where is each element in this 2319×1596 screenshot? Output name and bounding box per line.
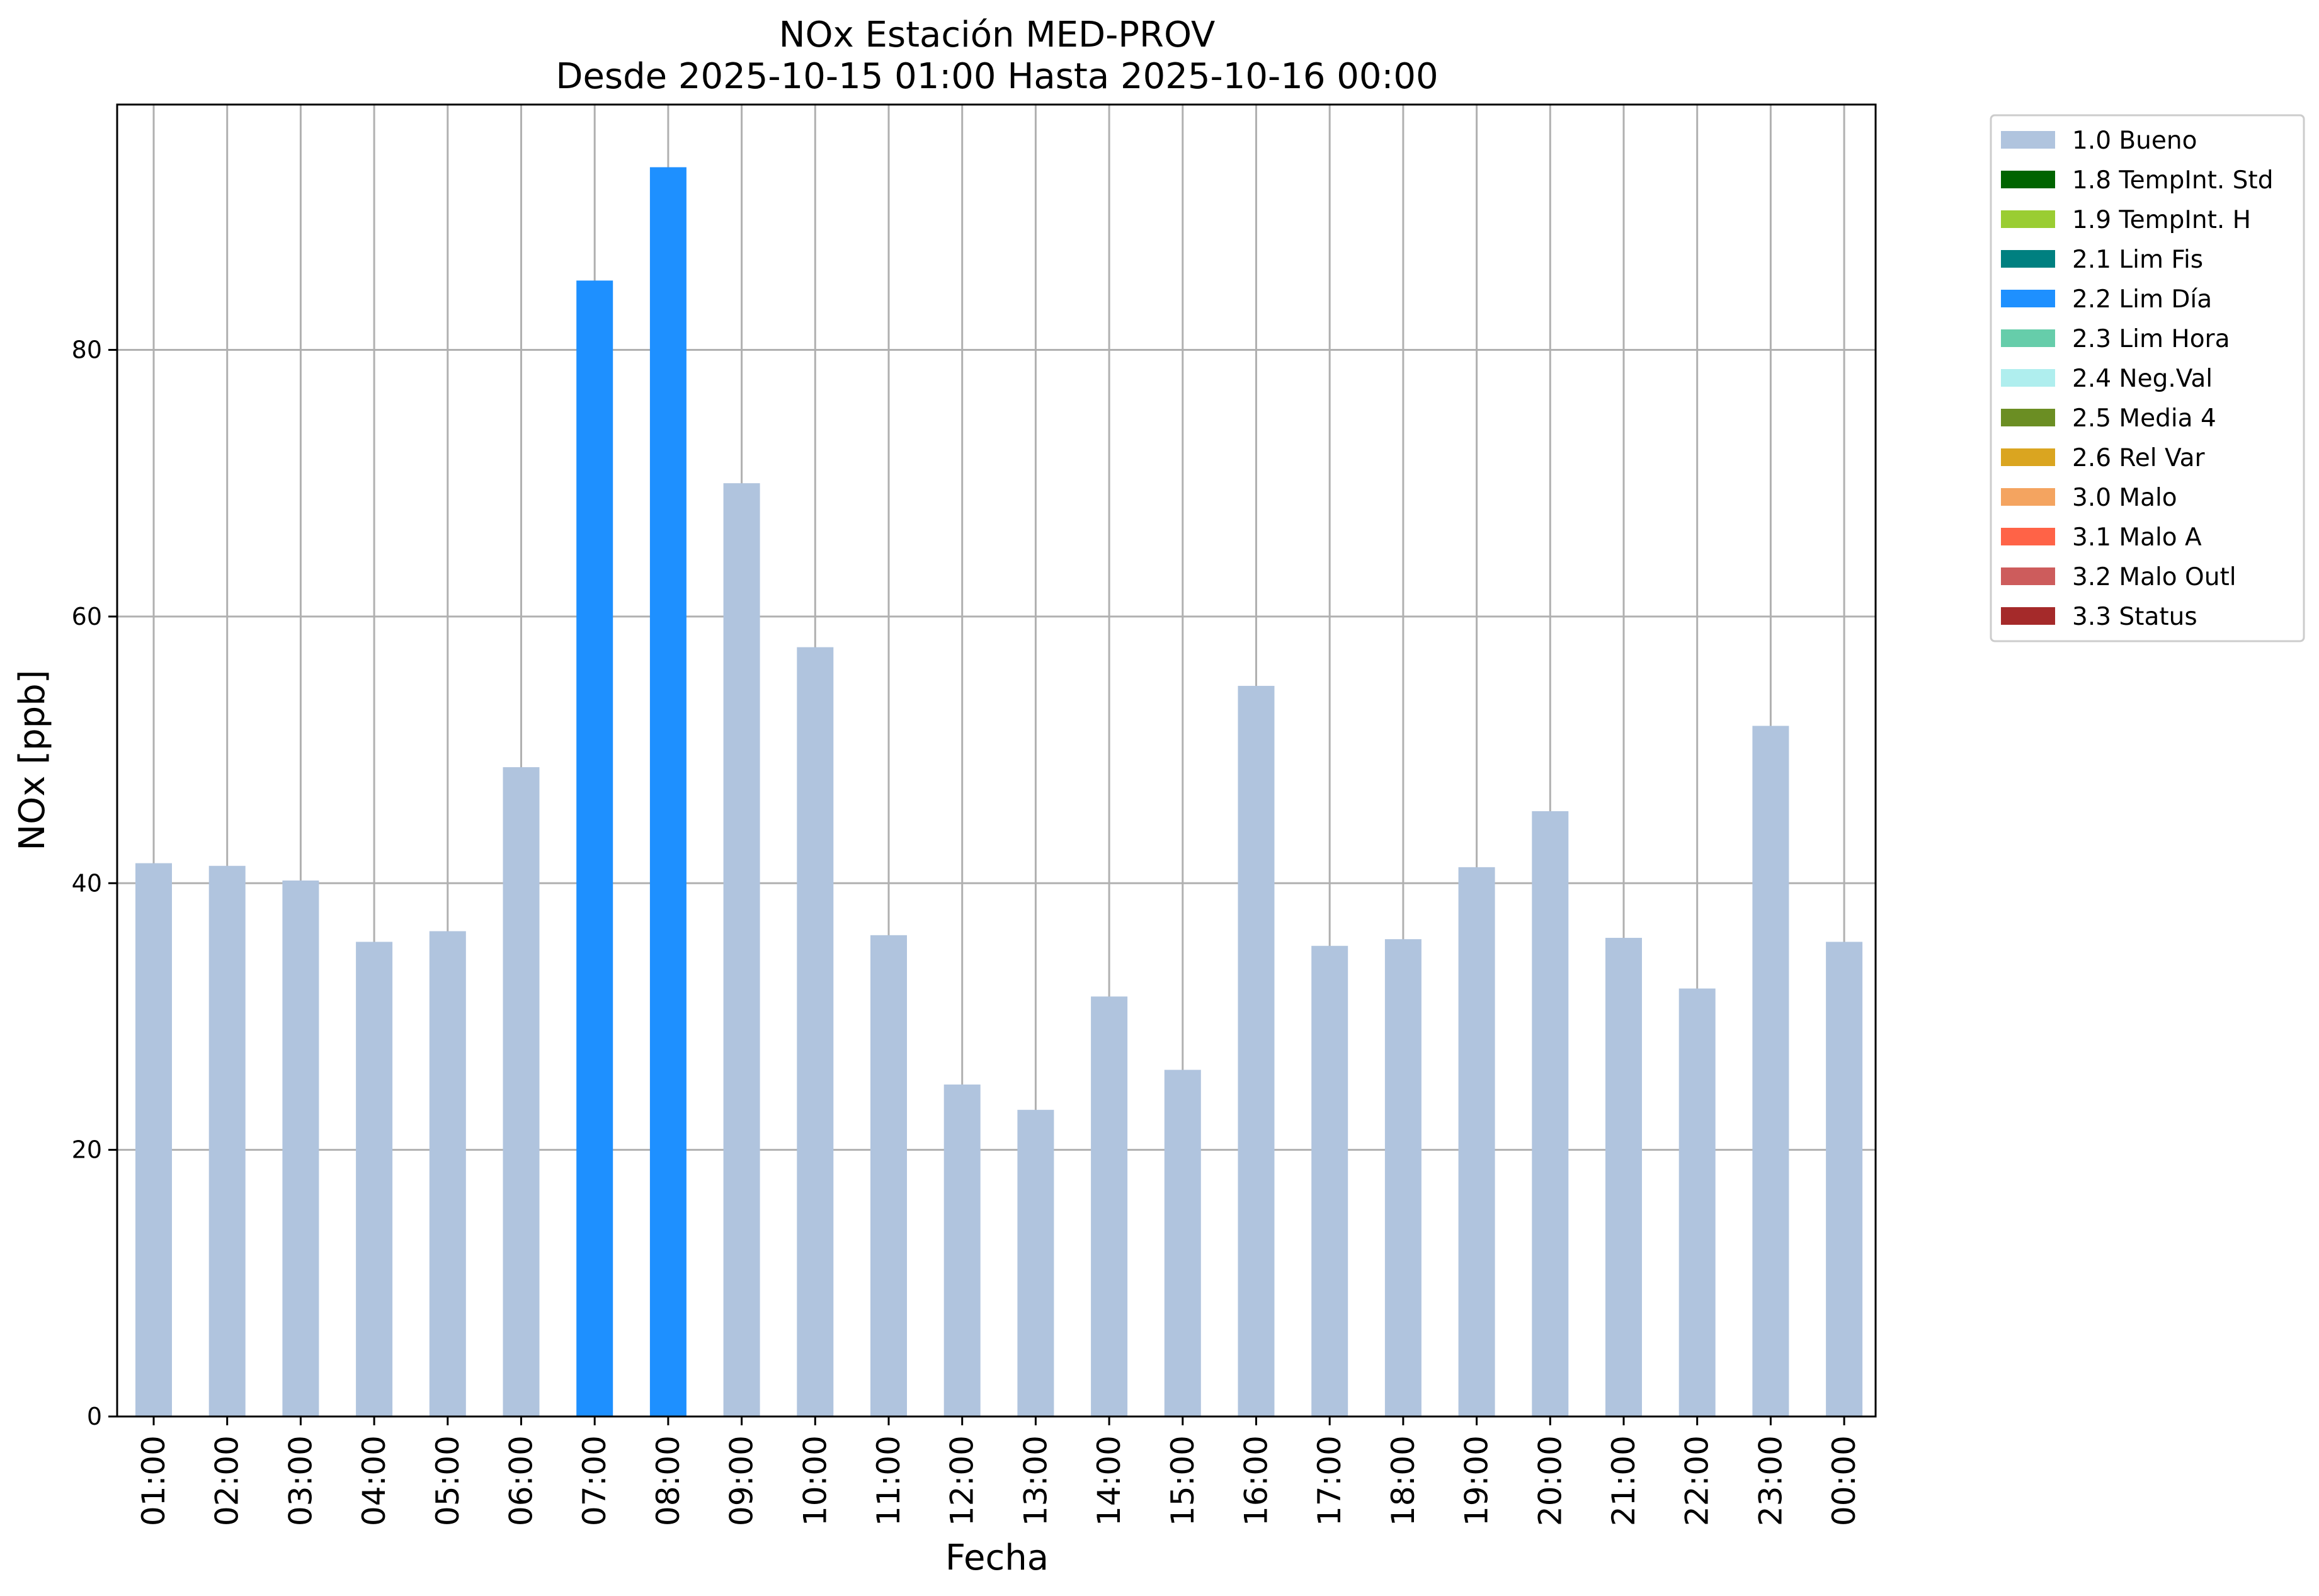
bar-0200 [208, 865, 246, 1416]
legend-label: 2.5 Media 4 [2072, 404, 2216, 433]
bar-1100 [870, 935, 907, 1416]
bar-1400 [1091, 996, 1128, 1416]
legend-label: 3.2 Malo Outl [2072, 563, 2236, 591]
legend-label: 1.8 TempInt. Std [2072, 166, 2273, 195]
x-tick-label: 08:00 [650, 1435, 687, 1526]
bar-0400 [356, 942, 393, 1416]
bar-0500 [429, 931, 466, 1416]
x-tick-label: 16:00 [1238, 1435, 1275, 1526]
bar-2200 [1678, 988, 1716, 1416]
x-tick-label: 18:00 [1385, 1435, 1422, 1526]
legend-label: 2.2 Lim Día [2072, 285, 2212, 314]
x-tick-label: 07:00 [576, 1435, 613, 1526]
plot-frame [116, 103, 1877, 1418]
bar-1700 [1311, 945, 1348, 1416]
legend-swatch [2001, 171, 2055, 188]
bar-0800 [649, 167, 687, 1416]
y-tick-label: 40 [72, 869, 102, 897]
bar-0100 [135, 863, 172, 1416]
x-tick-label: 22:00 [1679, 1435, 1716, 1526]
legend-swatch [2001, 329, 2055, 347]
chart-title-line1: NOx Estación MED-PROV [779, 14, 1216, 55]
bar-1500 [1164, 1069, 1201, 1416]
legend-label: 3.1 Malo A [2072, 523, 2202, 552]
legend-label: 1.0 Bueno [2072, 127, 2197, 155]
x-tick-label: 15:00 [1165, 1435, 1201, 1526]
axis-ticks: 01:00 02:00 03:00 04:00 05:00 06:00 07:00 08:00… [72, 336, 1862, 1527]
legend-swatch [2001, 567, 2055, 585]
bar-0300 [282, 881, 319, 1416]
x-tick-label: 02:00 [209, 1435, 246, 1526]
bar-1900 [1458, 867, 1495, 1416]
legend-swatch [2001, 448, 2055, 466]
legend-label: 2.3 Lim Hora [2072, 325, 2230, 353]
bar-1600 [1238, 685, 1275, 1416]
legend-swatch [2001, 290, 2055, 307]
bar-1000 [797, 647, 834, 1416]
x-tick-label: 13:00 [1017, 1435, 1054, 1526]
y-tick-label: 60 [72, 603, 102, 630]
legend-label: 2.1 Lim Fis [2072, 246, 2203, 274]
legend-label: 3.3 Status [2072, 603, 2197, 631]
y-tick-label: 0 [87, 1403, 102, 1430]
bar-1800 [1384, 939, 1422, 1416]
chart-title-line2: Desde 2025-10-15 01:00 Hasta 2025-10-16 … [556, 56, 1438, 97]
bar-2000 [1532, 811, 1569, 1416]
legend-swatch [2001, 409, 2055, 426]
legend: 1.0 Bueno 1.8 TempInt. Std 1.9 TempInt. H 2… [1990, 114, 2305, 642]
legend-label: 3.0 Malo [2072, 484, 2177, 512]
x-tick-label: 10:00 [797, 1435, 833, 1526]
x-tick-label: 03:00 [282, 1435, 319, 1526]
bar-0900 [723, 483, 760, 1416]
x-tick-label: 05:00 [430, 1435, 466, 1526]
bar-1200 [943, 1084, 981, 1416]
x-axis-label: Fecha [945, 1537, 1049, 1578]
x-tick-label: 11:00 [870, 1435, 907, 1526]
x-tick-label: 04:00 [356, 1435, 392, 1526]
x-tick-label: 17:00 [1311, 1435, 1348, 1526]
x-tick-label: 14:00 [1091, 1435, 1127, 1526]
legend-swatch [2001, 210, 2055, 228]
x-tick-label: 01:00 [135, 1435, 172, 1526]
legend-swatch [2001, 131, 2055, 149]
y-axis-label: NOx [ppb] [12, 670, 53, 850]
legend-swatch [2001, 488, 2055, 506]
y-tick-label: 80 [72, 336, 102, 364]
legend-swatch [2001, 607, 2055, 625]
bar-2100 [1605, 938, 1642, 1416]
x-tick-label: 20:00 [1532, 1435, 1568, 1526]
bar-2300 [1752, 726, 1789, 1416]
bars [135, 167, 1863, 1417]
legend-box [1990, 114, 2305, 642]
bar-0700 [576, 280, 613, 1417]
x-tick-label: 09:00 [724, 1435, 760, 1526]
legend-swatch [2001, 528, 2055, 545]
bar-1300 [1017, 1110, 1054, 1416]
x-tick-label: 19:00 [1459, 1435, 1495, 1526]
bar-0000 [1826, 942, 1863, 1416]
x-tick-label: 06:00 [503, 1435, 540, 1526]
y-tick-label: 20 [72, 1136, 102, 1164]
legend-label: 1.9 TempInt. H [2072, 206, 2251, 234]
legend-swatch [2001, 369, 2055, 387]
x-tick-label: 00:00 [1826, 1435, 1862, 1526]
legend-swatch [2001, 250, 2055, 268]
legend-label: 2.4 Neg.Val [2072, 365, 2213, 393]
x-tick-label: 12:00 [944, 1435, 981, 1526]
x-tick-label: 23:00 [1752, 1435, 1789, 1526]
legend-label: 2.6 Rel Var [2072, 444, 2206, 472]
bar-0600 [503, 767, 540, 1416]
x-tick-label: 21:00 [1605, 1435, 1642, 1526]
